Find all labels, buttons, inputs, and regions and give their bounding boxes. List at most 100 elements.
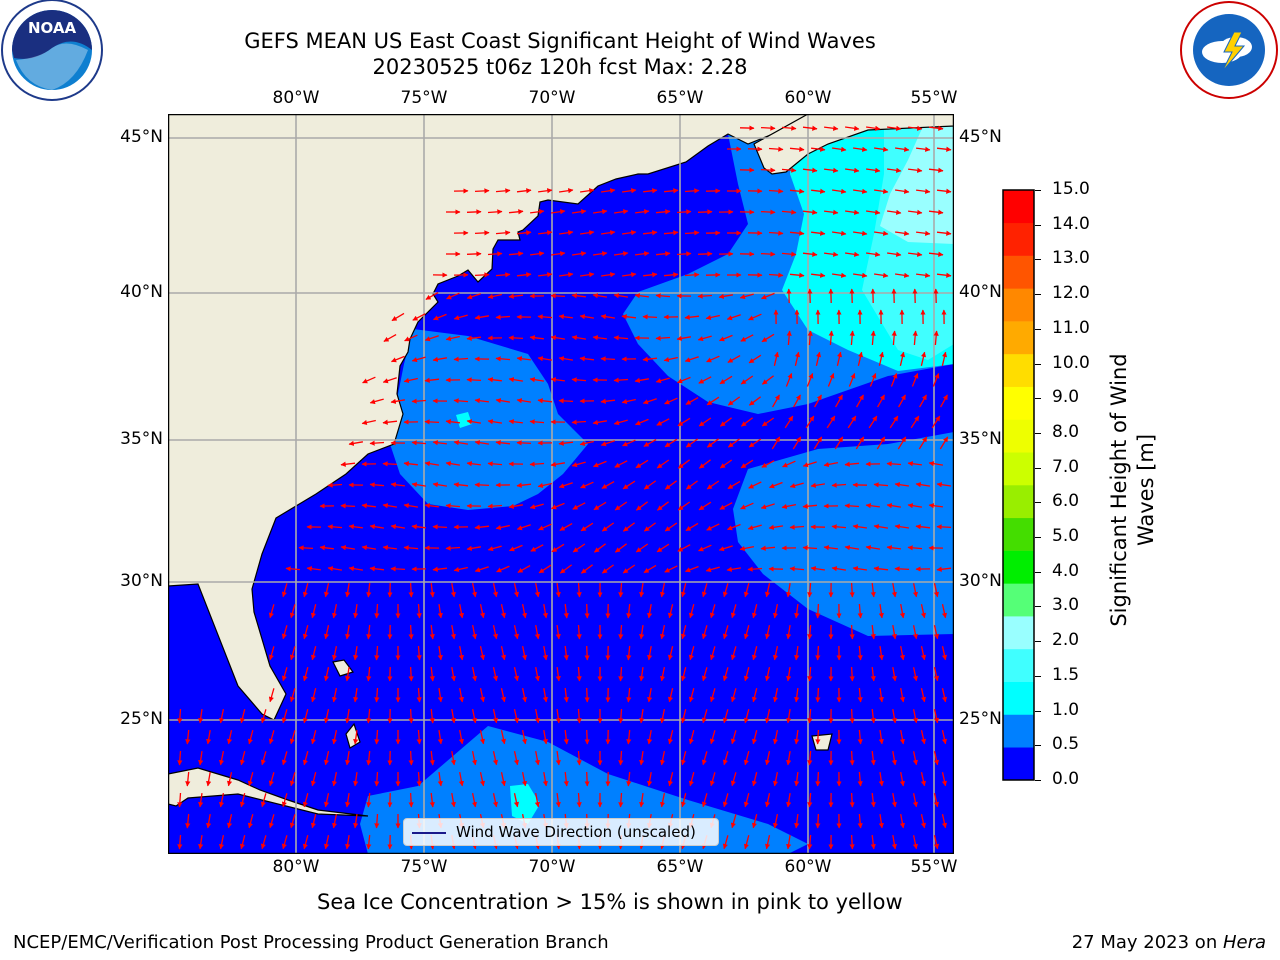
wave-direction-arrow: [849, 582, 855, 598]
wave-direction-arrow: [656, 459, 670, 469]
wave-direction-arrow: [529, 503, 544, 510]
wave-direction-arrow: [424, 419, 440, 425]
wave-direction-arrow: [622, 480, 636, 490]
lon-label-top-70w: 70°W: [528, 88, 576, 108]
wave-direction-arrow: [891, 834, 897, 850]
wave-direction-arrow: [383, 334, 397, 342]
wave-direction-arrow: [688, 772, 695, 787]
wave-direction-arrow: [425, 292, 439, 300]
wave-direction-arrow: [664, 522, 678, 532]
wave-direction-arrow: [891, 750, 897, 766]
wave-direction-arrow: [936, 272, 952, 278]
wave-direction-arrow: [471, 666, 478, 682]
wave-direction-arrow: [739, 293, 754, 300]
wave-direction-arrow: [466, 293, 481, 300]
wave-direction-arrow: [709, 730, 716, 745]
wave-direction-arrow: [771, 436, 781, 450]
colorbar-segment: [1003, 517, 1034, 551]
wave-direction-arrow: [647, 603, 653, 619]
wave-direction-arrow: [886, 461, 902, 467]
wave-direction-arrow: [404, 334, 418, 342]
colorbar-tick-label: 3.0: [1052, 595, 1080, 616]
wave-direction-arrow: [340, 461, 356, 467]
wave-direction-arrow: [517, 565, 531, 573]
wave-direction-arrow: [310, 646, 317, 661]
wave-direction-arrow: [429, 666, 435, 682]
wave-direction-arrow: [701, 751, 708, 766]
wave-direction-arrow: [894, 482, 909, 488]
colorbar-tick-mark: [1035, 606, 1041, 608]
wave-direction-arrow: [555, 793, 561, 808]
wave-direction-arrow: [659, 750, 666, 766]
wave-direction-arrow: [680, 793, 687, 808]
wave-direction-arrow: [260, 835, 267, 850]
wave-direction-arrow: [302, 583, 309, 598]
wave-direction-arrow: [916, 146, 931, 152]
wave-direction-arrow: [898, 394, 906, 408]
wave-direction-arrow: [772, 729, 779, 745]
wave-direction-arrow: [550, 335, 566, 341]
wave-direction-arrow: [915, 524, 931, 530]
wave-direction-arrow: [453, 398, 469, 404]
wave-direction-arrow: [323, 709, 330, 724]
wave-direction-arrow: [768, 272, 784, 278]
wave-direction-arrow: [730, 772, 737, 787]
wave-direction-arrow: [680, 667, 687, 682]
wave-direction-arrow: [688, 604, 695, 619]
wave-direction-arrow: [878, 351, 885, 366]
wave-direction-arrow: [727, 480, 741, 490]
wave-direction-arrow: [495, 398, 511, 404]
wave-direction-arrow: [824, 209, 839, 215]
wave-direction-arrow: [551, 251, 566, 257]
wave-direction-arrow: [572, 543, 586, 553]
wave-direction-arrow: [730, 646, 737, 661]
wave-direction-arrow: [878, 814, 884, 829]
wave-direction-arrow: [416, 771, 422, 787]
wave-direction-arrow: [698, 501, 712, 511]
wave-direction-arrow: [437, 646, 443, 661]
wave-direction-arrow: [239, 835, 246, 850]
colorbar-segment: [1003, 616, 1034, 650]
wave-direction-arrow: [848, 373, 856, 387]
wave-direction-arrow: [705, 314, 720, 321]
wave-direction-arrow: [542, 729, 548, 745]
wave-direction-arrow: [928, 167, 944, 173]
wave-direction-arrow: [849, 792, 855, 808]
wave-direction-arrow: [206, 771, 212, 787]
wave-direction-arrow: [680, 751, 687, 766]
wave-direction-arrow: [815, 603, 821, 619]
wave-direction-arrow: [369, 524, 385, 530]
wave-direction-arrow: [680, 583, 687, 598]
wave-direction-arrow: [697, 209, 713, 215]
wave-direction-arrow: [538, 564, 552, 574]
wave-direction-arrow: [647, 687, 653, 703]
wave-direction-arrow: [688, 730, 695, 745]
wave-direction-arrow: [722, 625, 729, 640]
wave-direction-arrow: [487, 377, 502, 383]
wave-direction-arrow: [912, 667, 919, 682]
wave-direction-arrow: [361, 419, 376, 426]
wave-direction-arrow: [198, 835, 204, 850]
wave-direction-arrow: [697, 293, 713, 299]
wave-direction-arrow: [516, 482, 532, 488]
colorbar-segment: [1003, 747, 1034, 781]
wave-direction-arrow: [719, 334, 733, 342]
wave-direction-arrow: [677, 376, 691, 384]
wave-direction-arrow: [353, 688, 359, 703]
wave-direction-arrow: [878, 688, 884, 703]
wave-direction-arrow: [807, 666, 813, 682]
wave-direction-arrow: [772, 771, 779, 787]
wave-direction-arrow: [411, 398, 427, 404]
wave-direction-arrow: [323, 793, 330, 808]
wave-direction-arrow: [593, 209, 608, 215]
wave-direction-arrow: [907, 461, 922, 467]
wave-direction-arrow: [613, 293, 629, 299]
wave-direction-arrow: [870, 625, 876, 640]
wave-direction-arrow: [895, 188, 910, 194]
colorbar-tick-label: 11.0: [1052, 317, 1090, 338]
wave-direction-arrow: [626, 729, 632, 745]
wave-direction-arrow: [323, 625, 330, 640]
wave-direction-arrow: [474, 272, 490, 278]
wave-direction-arrow: [563, 771, 569, 787]
wave-direction-arrow: [471, 750, 478, 766]
